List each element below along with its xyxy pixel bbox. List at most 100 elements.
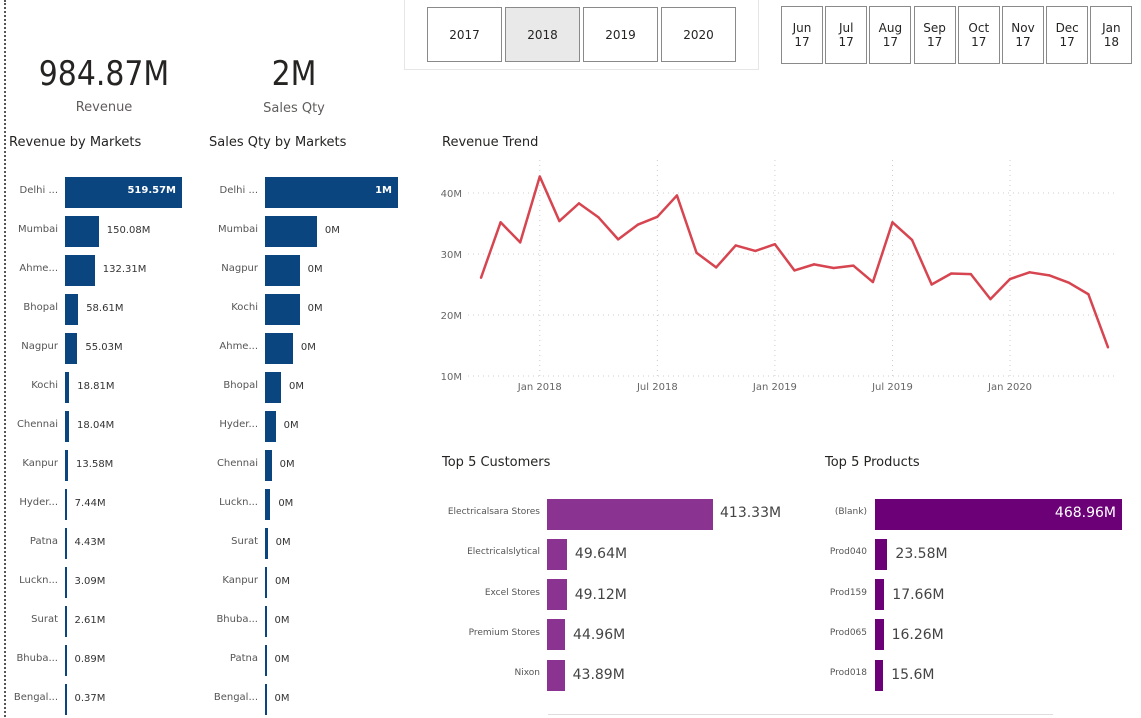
bar[interactable] [547,538,567,570]
bar[interactable] [265,449,272,481]
data-label: 413.33M [720,505,782,521]
bar[interactable] [265,488,271,520]
data-point[interactable] [910,238,914,242]
y-tick-label: 40M [441,189,462,200]
revenue-trend-line[interactable] [479,175,1110,348]
data-point[interactable] [558,219,561,223]
data-point[interactable] [734,244,737,247]
bar[interactable] [65,293,79,325]
bar[interactable] [65,332,78,364]
bar[interactable] [265,527,268,559]
bar[interactable] [65,683,67,715]
bar[interactable] [65,254,95,286]
bar[interactable] [65,488,67,520]
bar[interactable] [265,176,398,208]
bar[interactable] [875,579,885,611]
bar[interactable] [875,659,884,691]
data-point[interactable] [597,216,600,219]
data-point[interactable] [1067,281,1071,284]
data-label: 0M [274,654,290,665]
data-point[interactable] [969,272,973,276]
month-button[interactable]: Sep 17 [913,6,956,64]
bar[interactable] [65,371,70,403]
year-button-2019[interactable]: 2019 [583,7,658,62]
data-point[interactable] [479,276,483,279]
bar[interactable] [65,410,70,442]
data-point[interactable] [871,280,875,284]
month-label: Sep [923,21,946,35]
bar[interactable] [65,449,69,481]
bar[interactable] [265,644,267,676]
y-tick-label: 30M [441,250,462,261]
data-point[interactable] [538,175,541,178]
year-button-2018[interactable]: 2018 [505,7,580,62]
bar[interactable] [265,371,281,403]
data-point[interactable] [793,269,796,272]
month-button[interactable]: Dec 17 [1046,6,1089,64]
y-tick-label: 10M [441,372,462,383]
bar[interactable] [265,410,276,442]
data-label: 18.04M [77,420,115,431]
bar[interactable] [65,605,67,637]
bar[interactable] [65,566,67,598]
bar[interactable] [265,293,300,325]
month-button[interactable]: Jan 18 [1090,6,1133,64]
data-point[interactable] [930,283,933,286]
data-point[interactable] [577,202,581,205]
data-point[interactable] [832,266,835,270]
year-button-2017[interactable]: 2017 [427,7,502,62]
data-point[interactable] [1087,293,1090,296]
bar[interactable] [65,644,67,676]
bar[interactable] [265,566,267,598]
month-button[interactable]: Aug 17 [869,6,912,64]
category-label: Hyder... [19,497,58,508]
data-point[interactable] [714,266,718,269]
data-point[interactable] [852,264,855,267]
bar[interactable] [265,683,267,715]
data-point[interactable] [812,263,816,266]
month-button[interactable]: Oct 17 [957,6,1000,64]
data-point[interactable] [518,241,522,244]
data-label: 519.57M [127,185,176,196]
bar[interactable] [265,605,267,637]
bar[interactable] [547,579,567,611]
data-point[interactable] [891,221,894,224]
data-point[interactable] [499,221,502,224]
bar[interactable] [65,215,99,247]
bar[interactable] [547,498,713,530]
data-point[interactable] [1106,346,1110,349]
data-point[interactable] [616,238,620,241]
category-label: Luckn... [19,575,58,586]
category-label: Excel Stores [484,587,540,598]
data-point[interactable] [656,215,659,218]
month-button[interactable]: Nov 17 [1002,6,1044,64]
year-button-2020[interactable]: 2020 [661,7,736,62]
data-label: 17.66M [892,586,945,603]
bar[interactable] [65,176,182,208]
data-point[interactable] [754,249,757,253]
bar[interactable] [875,498,1122,530]
month-button[interactable]: Jul 17 [825,6,868,64]
data-point[interactable] [1048,274,1051,277]
bar[interactable] [265,215,317,247]
bar[interactable] [547,659,565,691]
bar[interactable] [265,332,293,364]
month-button[interactable]: Jun 17 [781,6,823,64]
data-point[interactable] [773,243,777,246]
data-point[interactable] [675,194,679,197]
data-point[interactable] [695,251,698,254]
bar[interactable] [875,619,884,651]
data-label: 0M [274,693,290,704]
data-point[interactable] [636,223,639,226]
data-label: 4.43M [74,537,106,548]
category-label: Chennai [216,458,258,469]
bar[interactable] [875,538,888,570]
data-label: 468.96M [1054,505,1116,521]
bar[interactable] [547,619,566,651]
bar[interactable] [265,254,300,286]
bar[interactable] [65,527,67,559]
data-point[interactable] [1008,277,1012,281]
data-point[interactable] [1028,271,1031,274]
data-point[interactable] [989,297,992,301]
data-point[interactable] [950,272,953,275]
